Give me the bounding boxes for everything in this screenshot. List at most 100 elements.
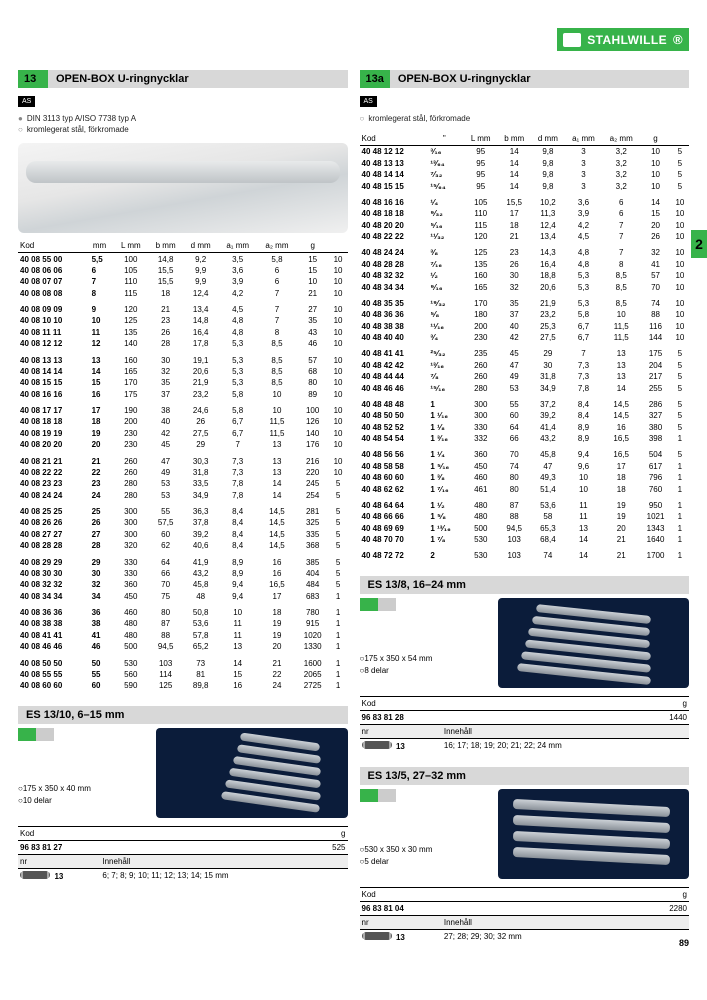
wrench-icon: [20, 871, 50, 879]
table-row: 40 48 36 36⁵⁄₈1803723,25,8108810: [360, 309, 690, 320]
set3-title: ES 13/5, 27–32 mm: [360, 767, 690, 785]
product-notes-right: ○kromlegerat stål, förkromade: [360, 113, 690, 124]
spec-table-left: KodmmL mmb mmd mma₁ mma₂ mmg 40 08 55 00…: [18, 239, 348, 691]
table-row: 40 48 69 691 ¹³⁄₁₆50094,565,3132013431: [360, 522, 690, 533]
color-badge-green: [360, 789, 378, 802]
color-badge-grey: [378, 789, 396, 802]
table-row: 40 48 46 46¹⁵⁄₁₆2805334,97,8142555: [360, 382, 690, 393]
table-row: 40 48 48 4813005537,28,414,52865: [360, 399, 690, 410]
table-row: 40 08 34 343445075489,4176831: [18, 591, 348, 602]
table-row: 40 48 15 15¹⁵⁄₆₄95149,833,2105: [360, 180, 690, 191]
set1-title: ES 13/10, 6–15 mm: [18, 706, 348, 724]
table-row: 40 08 29 29293306441,98,9163855: [18, 556, 348, 567]
table-row: 40 08 36 36364608050,810187801: [18, 607, 348, 618]
table-row: 40 48 18 18⁹⁄₃₂1101711,33,961510: [360, 208, 690, 219]
brand-logo: STAHLWILLE ®: [557, 28, 689, 51]
table-row: 40 48 28 28⁷⁄₁₆1352616,44,884110: [360, 259, 690, 270]
table-row: 40 48 44 44⁷⁄₈2604931,87,3132175: [360, 371, 690, 382]
table-row: 40 48 16 16¹⁄₄10515,510,23,661410: [360, 197, 690, 208]
section-header-left: 13 OPEN-BOX U-ringnycklar: [18, 70, 348, 88]
table-row: 40 48 12 12³⁄₁₆95149,833,2105: [360, 146, 690, 158]
col-header: d mm: [183, 239, 218, 253]
col-header: mm: [86, 239, 114, 253]
set3-table: Kodg 96 83 81 042280 nrInnehåll 1327; 28…: [360, 887, 690, 944]
table-row: 40 48 13 13¹³⁄₆₄95149,833,2105: [360, 158, 690, 169]
table-row: 40 48 40 40³⁄₄2304227,56,711,514410: [360, 332, 690, 343]
color-badge-green: [360, 598, 378, 611]
table-row: 40 08 28 28283206240,68,414,53685: [18, 540, 348, 551]
brand-icon: [563, 33, 581, 47]
table-row: 40 08 30 30303306643,28,9164045: [18, 568, 348, 579]
table-row: 40 08 55 005,510014,89,23,55,81510: [18, 253, 348, 265]
product-title: OPEN-BOX U-ringnycklar: [48, 70, 348, 88]
brand-text: STAHLWILLE: [587, 33, 667, 47]
set2-table: Kodg 96 83 81 281440 nrInnehåll 1316; 17…: [360, 696, 690, 753]
table-row: 40 48 14 14⁷⁄₃₂95149,833,2105: [360, 169, 690, 180]
table-row: 40 48 34 34⁹⁄₁₆1653220,65,38,57010: [360, 281, 690, 292]
table-row: 40 48 58 581 ⁵⁄₁₆45074479,6176171: [360, 461, 690, 472]
col-header: Kod: [360, 132, 425, 146]
table-row: 40 48 64 641 ¹⁄₂4808753,611199501: [360, 500, 690, 511]
table-row: 40 48 41 41²⁵⁄₃₂23545297131755: [360, 348, 690, 359]
set2-image: [498, 598, 689, 688]
col-header: a₁ mm: [218, 239, 257, 253]
table-row: 40 08 26 262630057,537,88,414,53255: [18, 517, 348, 528]
product-notes-left: ●DIN 3113 typ A/ISO 7738 typ A ○kromlege…: [18, 113, 348, 135]
table-row: 40 08 12 12121402817,85,38,54610: [18, 338, 348, 349]
col-header: g: [640, 132, 671, 146]
table-row: 40 48 60 601 ³⁄₈4608049,310187961: [360, 472, 690, 483]
table-row: 40 08 14 14141653220,65,38,56810: [18, 366, 348, 377]
product-tag: 13a: [360, 70, 390, 88]
table-row: 40 08 55 555556011481152220651: [18, 669, 348, 680]
table-row: 40 48 42 42¹³⁄₁₆26047307,3132045: [360, 360, 690, 371]
table-row: 40 08 50 505053010373142116001: [18, 657, 348, 668]
set3-image: [498, 789, 689, 879]
table-row: 40 08 17 17171903824,65,81010010: [18, 405, 348, 416]
wrench-icon: [362, 741, 392, 749]
col-header: g: [297, 239, 329, 253]
table-row: 40 08 06 06610515,59,93,661510: [18, 265, 348, 276]
col-header: d mm: [531, 132, 565, 146]
col-header: [329, 239, 348, 253]
col-header: [671, 132, 689, 146]
section-header-right: 13a OPEN-BOX U-ringnycklar: [360, 70, 690, 88]
col-header: b mm: [148, 239, 183, 253]
table-row: 40 08 18 181820040266,711,512610: [18, 416, 348, 427]
table-row: 40 48 22 22¹¹⁄₃₂1202113,44,572610: [360, 231, 690, 242]
table-row: 40 08 22 22222604931,87,31322010: [18, 467, 348, 478]
product-tag: 13: [18, 70, 48, 88]
col-header: a₂ mm: [602, 132, 640, 146]
table-row: 40 08 20 2020230452971317610: [18, 439, 348, 450]
right-column: 13a OPEN-BOX U-ringnycklar AS ○kromleger…: [360, 20, 690, 944]
set1-table: Kodg 96 83 81 27525 nrInnehåll 136; 7; 8…: [18, 826, 348, 883]
table-row: 40 08 15 15151703521,95,38,58010: [18, 377, 348, 388]
section-tab: 2: [691, 230, 707, 258]
table-row: 40 08 19 19192304227,56,711,514010: [18, 428, 348, 439]
color-badge-grey: [378, 598, 396, 611]
table-row: 40 08 41 41414808857,8111910201: [18, 630, 348, 641]
table-row: 40 08 08 0881151812,44,272110: [18, 288, 348, 299]
table-row: 40 48 50 501 ¹⁄₁₆3006039,28,414,53275: [360, 410, 690, 421]
table-row: 40 08 13 13131603019,15,38,55710: [18, 354, 348, 365]
col-header: ": [424, 132, 464, 146]
table-row: 40 08 25 25253005536,38,414,52815: [18, 506, 348, 517]
as-badge: AS: [18, 96, 35, 107]
registered-mark: ®: [673, 32, 683, 47]
product-title: OPEN-BOX U-ringnycklar: [390, 70, 689, 88]
as-badge: AS: [360, 96, 377, 107]
table-row: 40 48 70 701 ⁷⁄₈53010368,4142116401: [360, 534, 690, 545]
table-row: 40 48 72 72253010374142117001: [360, 550, 690, 561]
color-badge-grey: [36, 728, 54, 741]
table-row: 40 08 32 32323607045,89,416,54845: [18, 579, 348, 590]
set2-title: ES 13/8, 16–24 mm: [360, 576, 690, 594]
color-badge-green: [18, 728, 36, 741]
table-row: 40 08 27 27273006039,28,414,53355: [18, 529, 348, 540]
wrench-icon: [362, 932, 392, 940]
product-image: [18, 143, 348, 233]
table-row: 40 48 20 20⁵⁄₁₆1151812,44,272010: [360, 219, 690, 230]
col-header: Kod: [18, 239, 86, 253]
table-row: 40 08 24 24242805334,97,8142545: [18, 490, 348, 501]
table-row: 40 48 62 621 ⁷⁄₁₆4618051,410187601: [360, 483, 690, 494]
col-header: a₁ mm: [565, 132, 602, 146]
table-row: 40 08 09 0991202113,44,572710: [18, 304, 348, 315]
